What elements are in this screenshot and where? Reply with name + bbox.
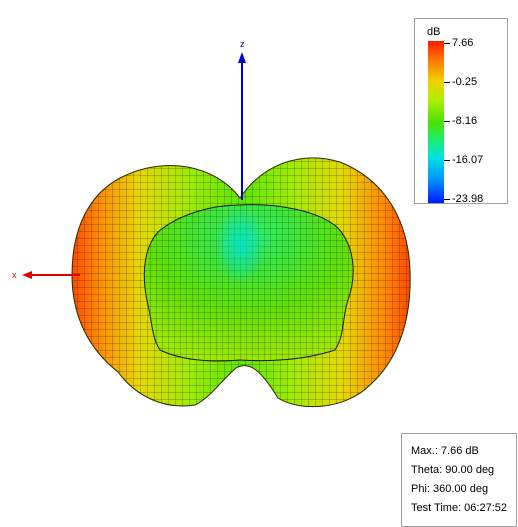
measurement-info-box: Max.: 7.66 dB Theta: 90.00 deg Phi: 360.… (401, 433, 517, 527)
theta-text: Theta: 90.00 deg (411, 464, 495, 476)
x-axis-arrow (22, 271, 32, 279)
phi-text: Phi: 360.00 deg (411, 483, 489, 495)
legend-tick-label: -0.25 (452, 76, 478, 88)
color-scale-bar (428, 41, 444, 203)
legend-tick-label: 7.66 (452, 37, 474, 49)
legend-tick (444, 82, 450, 83)
z-axis-label: z (240, 39, 245, 49)
legend-tick-label: -8.16 (452, 115, 478, 127)
x-axis-label: x (12, 270, 17, 280)
null-region (215, 207, 267, 283)
legend-tick (444, 121, 450, 122)
legend-tick-label: -23.98 (452, 193, 484, 205)
legend-tick (444, 43, 450, 44)
test-time-text: Test Time: 06:27:52 (411, 502, 507, 514)
z-axis-arrow (238, 52, 246, 63)
legend-tick-label: -16.07 (452, 154, 484, 166)
legend-tick (444, 160, 450, 161)
legend-tick (444, 199, 450, 200)
color-scale-legend: dB 7.66 -0.25 -8.16 -16.07 -23.98 (414, 18, 508, 205)
max-gain-text: Max.: 7.66 dB (411, 445, 479, 457)
legend-unit: dB (427, 26, 441, 38)
